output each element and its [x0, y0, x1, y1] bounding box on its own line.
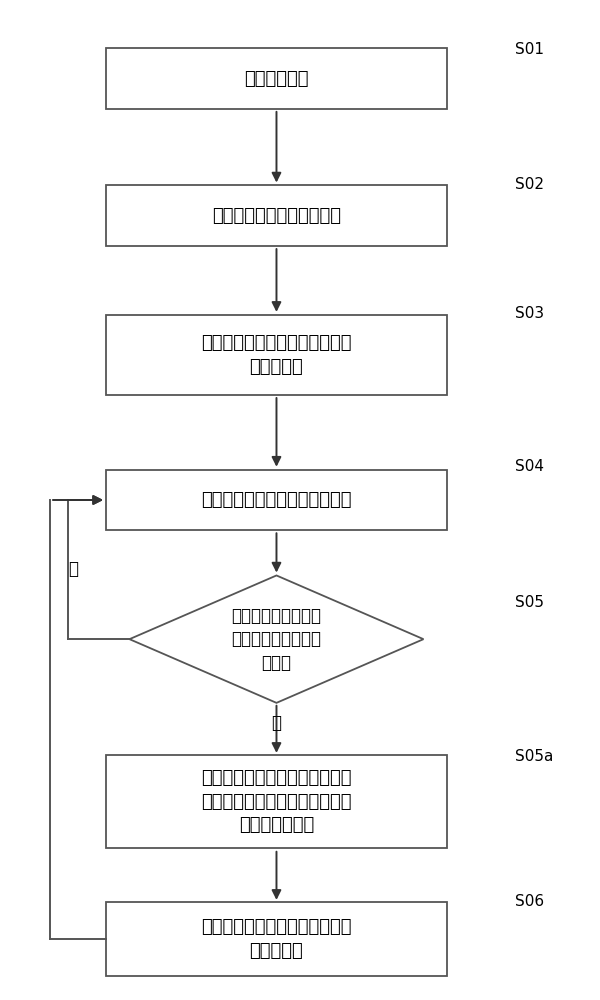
FancyBboxPatch shape	[106, 185, 447, 246]
Text: S01: S01	[515, 42, 544, 57]
FancyBboxPatch shape	[106, 315, 447, 395]
FancyBboxPatch shape	[106, 470, 447, 530]
Text: S05a: S05a	[515, 749, 553, 764]
Text: S04: S04	[515, 459, 544, 474]
Text: S02: S02	[515, 177, 544, 192]
Text: 是: 是	[271, 714, 281, 732]
Text: 成像周期内成像以获得曝光图像: 成像周期内成像以获得曝光图像	[201, 491, 352, 509]
FancyBboxPatch shape	[106, 48, 447, 109]
Text: 曝光图像对应的抖动
幅度是否小于抖动幅
度基准: 曝光图像对应的抖动 幅度是否小于抖动幅 度基准	[232, 607, 322, 672]
Text: 确定成像周期: 确定成像周期	[244, 70, 309, 88]
Text: S05: S05	[515, 595, 544, 610]
FancyBboxPatch shape	[106, 755, 447, 848]
Text: 在成像周期结束后将备选图像作
为最终图像: 在成像周期结束后将备选图像作 为最终图像	[201, 918, 352, 960]
Polygon shape	[130, 575, 424, 703]
Text: S06: S06	[515, 894, 544, 909]
Text: 将曝光图像存入缓存器以作为新
的备选图像并将其抖动幅度设定
为抖动幅度基准: 将曝光图像存入缓存器以作为新 的备选图像并将其抖动幅度设定 为抖动幅度基准	[201, 769, 352, 834]
Text: 否: 否	[68, 560, 79, 578]
Text: 获取备选图像并存入缓存器: 获取备选图像并存入缓存器	[212, 207, 341, 225]
Text: S03: S03	[515, 306, 544, 321]
FancyBboxPatch shape	[106, 902, 447, 976]
Text: 将备选图像的抖动幅度设定为抖
动幅度基准: 将备选图像的抖动幅度设定为抖 动幅度基准	[201, 334, 352, 376]
